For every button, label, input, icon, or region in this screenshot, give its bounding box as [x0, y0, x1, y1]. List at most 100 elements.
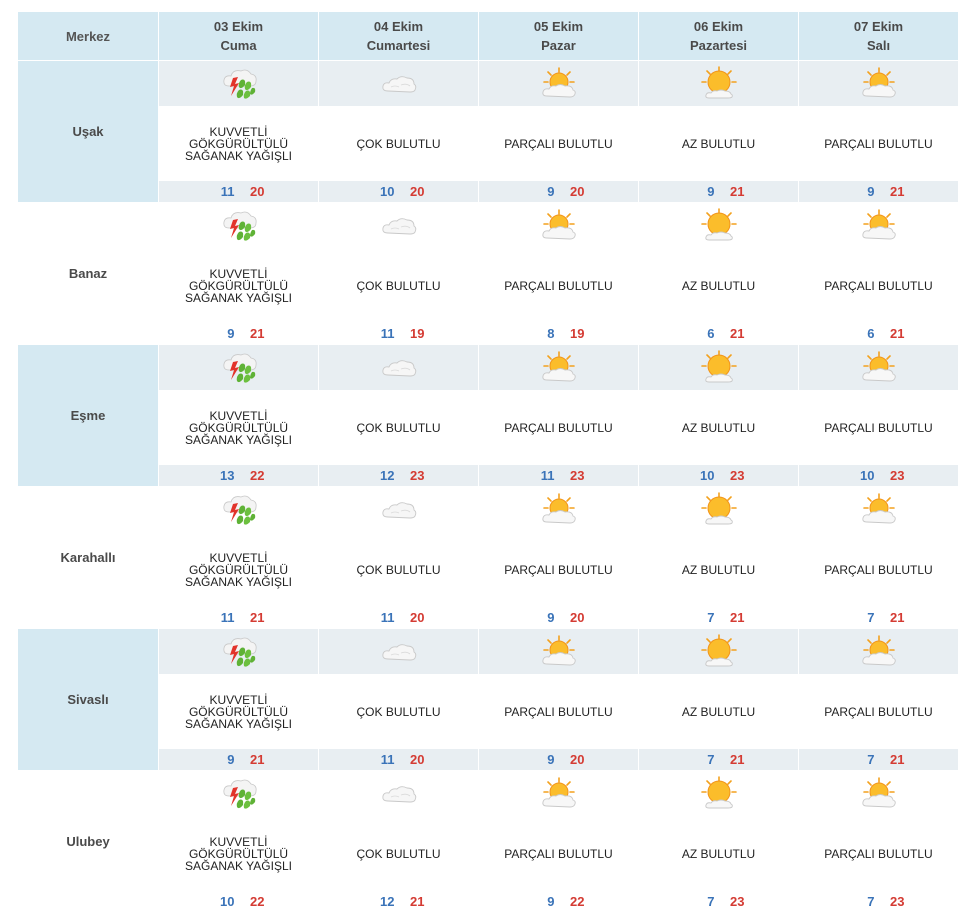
- thunderstorm-rain-icon: [219, 495, 259, 525]
- partly-cloudy-icon: [539, 66, 579, 97]
- weather-desc-cell: AZ BULUTLU: [638, 816, 799, 891]
- max-temp: 20: [250, 184, 265, 199]
- mostly-sunny-icon: [699, 207, 739, 240]
- weather-desc: PARÇALI BULUTLU: [824, 562, 933, 577]
- weather-desc-cell: PARÇALI BULUTLU: [478, 674, 639, 749]
- city-icon-row: Eşme: [17, 344, 959, 487]
- min-temp: 9: [227, 752, 235, 767]
- city-desc-row: KUVVETLİ GÖKGÜRÜLTÜLÜ SAĞANAK YAĞIŞLI ÇOK…: [18, 816, 959, 891]
- weather-icon-cell: [798, 628, 959, 675]
- weather-desc-cell: PARÇALI BULUTLU: [798, 674, 959, 749]
- header-day: 05 Ekim Pazar: [478, 11, 639, 61]
- min-temp: 12: [380, 894, 395, 909]
- header-city: Merkez: [17, 11, 159, 61]
- max-temp: 21: [730, 326, 745, 341]
- cloud-icon: [379, 643, 419, 660]
- temp-cell: 6 21: [798, 322, 959, 345]
- min-temp: 10: [220, 894, 235, 909]
- temp-cell: 9 20: [478, 748, 639, 771]
- weather-desc-cell: KUVVETLİ GÖKGÜRÜLTÜLÜ SAĞANAK YAĞIŞLI: [158, 106, 319, 181]
- min-temp: 7: [867, 894, 875, 909]
- header-day-date: 05 Ekim: [533, 19, 584, 34]
- city-name: Sivaslı: [17, 628, 159, 771]
- weather-icon-cell: [638, 60, 799, 107]
- max-temp: 19: [410, 326, 425, 341]
- weather-icon-cell: [318, 486, 479, 533]
- temp-cell: 11 20: [318, 748, 479, 771]
- weather-icon-cell: [798, 60, 959, 107]
- max-temp: 20: [570, 752, 585, 767]
- weather-icon-cell: [158, 486, 319, 533]
- temp-cell: 7 23: [638, 890, 799, 913]
- city-icon-row: Sivaslı: [17, 628, 959, 771]
- weather-desc-cell: AZ BULUTLU: [638, 390, 799, 465]
- header-day: 07 Ekim Salı: [798, 11, 959, 61]
- weather-desc-cell: PARÇALI BULUTLU: [478, 390, 639, 465]
- weather-desc-cell: ÇOK BULUTLU: [318, 816, 479, 891]
- weather-desc-cell: KUVVETLİ GÖKGÜRÜLTÜLÜ SAĞANAK YAĞIŞLI: [158, 390, 319, 465]
- partly-cloudy-icon: [539, 208, 579, 239]
- max-temp: 20: [410, 752, 425, 767]
- weather-icon-cell: [638, 202, 799, 249]
- weather-icon-cell: [158, 628, 319, 675]
- temp-cell: 10 23: [798, 464, 959, 487]
- cloud-icon: [379, 359, 419, 376]
- weather-desc: ÇOK BULUTLU: [356, 420, 441, 435]
- weather-desc: KUVVETLİ GÖKGÜRÜLTÜLÜ SAĞANAK YAĞIŞLI: [185, 550, 292, 589]
- max-temp: 22: [250, 894, 265, 909]
- weather-desc: KUVVETLİ GÖKGÜRÜLTÜLÜ SAĞANAK YAĞIŞLI: [185, 834, 292, 873]
- header-day-date: 07 Ekim: [853, 19, 904, 34]
- weather-desc-cell: ÇOK BULUTLU: [318, 106, 479, 181]
- min-temp: 9: [867, 184, 875, 199]
- weather-icon-cell: [478, 628, 639, 675]
- max-temp: 21: [250, 326, 265, 341]
- weather-desc: PARÇALI BULUTLU: [824, 704, 933, 719]
- weather-desc: ÇOK BULUTLU: [356, 846, 441, 861]
- weather-icon-cell: [798, 202, 959, 249]
- min-temp: 12: [380, 468, 395, 483]
- header-row: Merkez 03 Ekim Cuma 04 Ekim Cumartesi 05 E…: [17, 11, 959, 61]
- weather-desc: PARÇALI BULUTLU: [504, 704, 613, 719]
- header-day: 03 Ekim Cuma: [158, 11, 319, 61]
- min-temp: 10: [380, 184, 395, 199]
- min-temp: 7: [707, 752, 715, 767]
- partly-cloudy-icon: [859, 776, 899, 807]
- temp-cell: 7 23: [798, 890, 959, 913]
- temp-cell: 9 20: [478, 606, 639, 629]
- partly-cloudy-icon: [539, 634, 579, 665]
- weather-desc-cell: ÇOK BULUTLU: [318, 248, 479, 323]
- partly-cloudy-icon: [859, 492, 899, 523]
- weather-desc: KUVVETLİ GÖKGÜRÜLTÜLÜ SAĞANAK YAĞIŞLI: [185, 266, 292, 305]
- max-temp: 21: [890, 610, 905, 625]
- city-name: Uşak: [17, 60, 159, 203]
- min-temp: 7: [867, 752, 875, 767]
- city-icon-row: Banaz: [17, 202, 959, 345]
- min-temp: 11: [380, 752, 395, 767]
- city-desc-row: KUVVETLİ GÖKGÜRÜLTÜLÜ SAĞANAK YAĞIŞLI ÇOK…: [18, 248, 959, 323]
- partly-cloudy-icon: [859, 208, 899, 239]
- partly-cloudy-icon: [859, 66, 899, 97]
- thunderstorm-rain-icon: [219, 353, 259, 383]
- city-desc-row: KUVVETLİ GÖKGÜRÜLTÜLÜ SAĞANAK YAĞIŞLI ÇOK…: [18, 674, 959, 749]
- weather-desc: PARÇALI BULUTLU: [824, 136, 933, 151]
- max-temp: 21: [410, 894, 425, 909]
- weather-desc: PARÇALI BULUTLU: [824, 846, 933, 861]
- header-day: 04 Ekim Cumartesi: [318, 11, 479, 61]
- thunderstorm-rain-icon: [219, 779, 259, 809]
- city-desc-row: KUVVETLİ GÖKGÜRÜLTÜLÜ SAĞANAK YAĞIŞLI ÇOK…: [18, 106, 959, 181]
- city-desc-row: KUVVETLİ GÖKGÜRÜLTÜLÜ SAĞANAK YAĞIŞLI ÇOK…: [18, 532, 959, 607]
- weather-desc: PARÇALI BULUTLU: [504, 562, 613, 577]
- weather-desc-cell: PARÇALI BULUTLU: [798, 106, 959, 181]
- min-temp: 7: [707, 610, 715, 625]
- temp-cell: 12 21: [318, 890, 479, 913]
- city-icon-row: Uşak: [17, 60, 959, 203]
- temp-cell: 11 23: [478, 464, 639, 487]
- weather-desc: ÇOK BULUTLU: [356, 704, 441, 719]
- min-temp: 9: [547, 894, 555, 909]
- weather-desc: PARÇALI BULUTLU: [824, 420, 933, 435]
- min-temp: 10: [860, 468, 875, 483]
- weather-desc-cell: AZ BULUTLU: [638, 674, 799, 749]
- weather-desc: AZ BULUTLU: [681, 278, 756, 293]
- max-temp: 21: [890, 184, 905, 199]
- min-temp: 11: [380, 610, 395, 625]
